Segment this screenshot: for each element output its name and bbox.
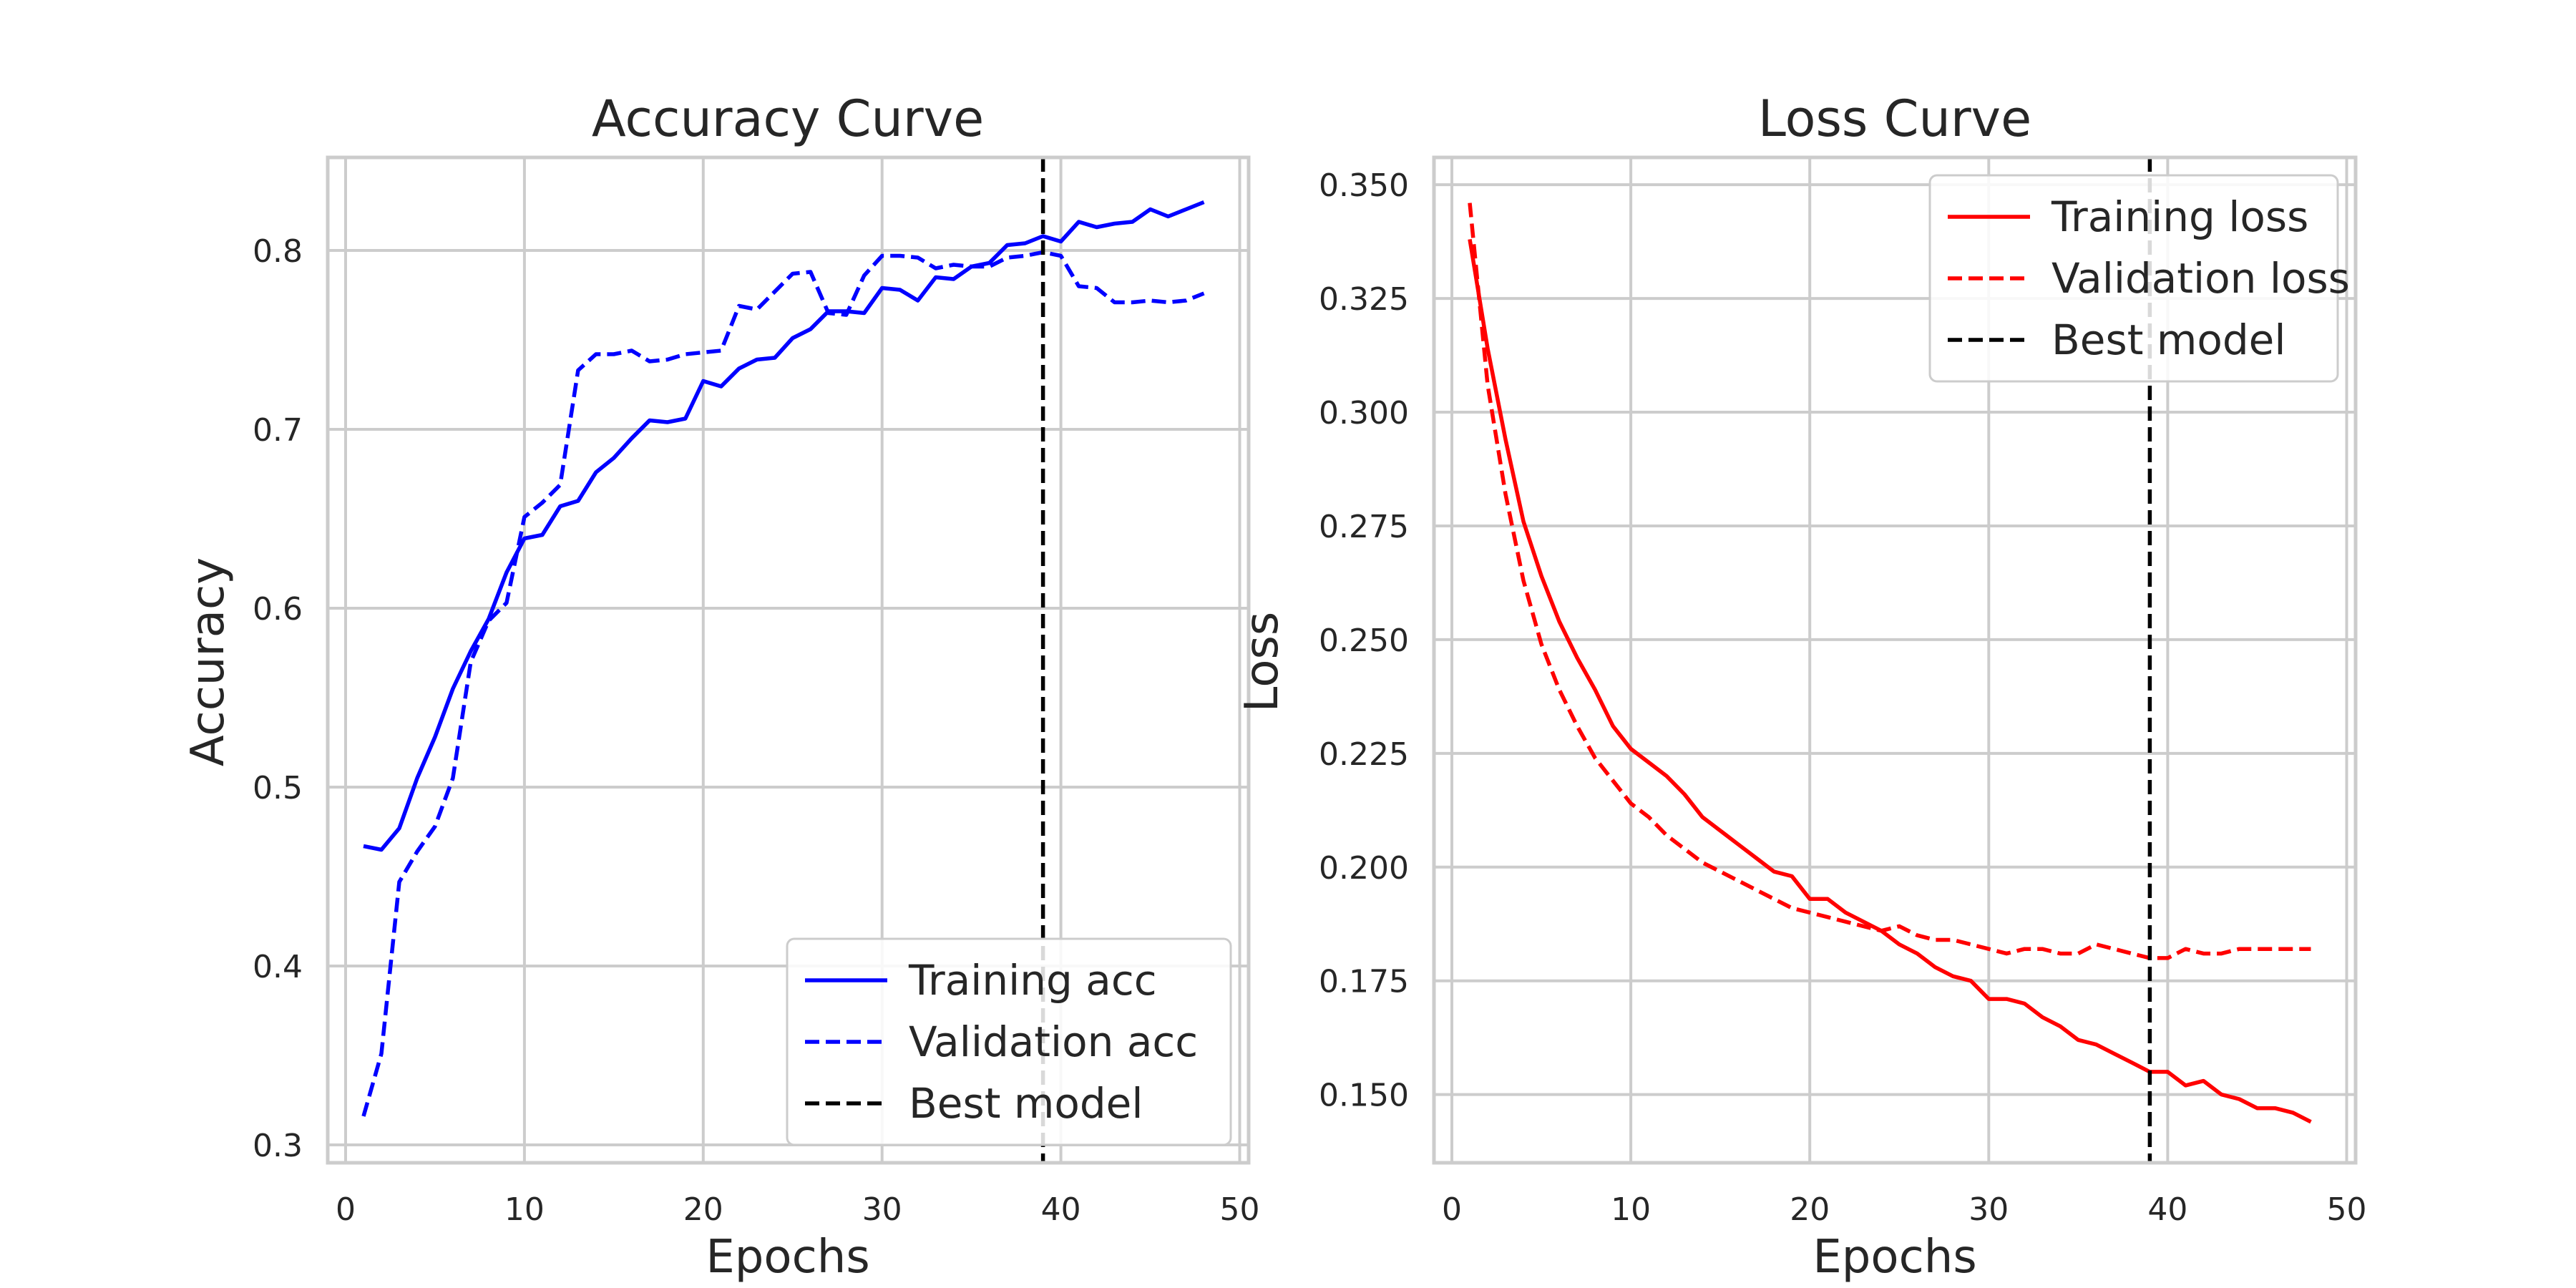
legend-label: Validation loss [2051,254,2350,303]
loss-plot-frame [1432,155,2358,1165]
loss-legend: Training loss Validation loss Best model [1928,174,2350,383]
loss-ticks: 0 10 20 30 40 50 0.150 0.175 0.200 0.225 0.250 0.27… [1319,167,2366,1228]
series-line-training-loss [1468,238,2312,1124]
loss-x-axis-label: Epochs [1813,1231,1976,1284]
series-line-validation-loss [1468,203,2311,960]
y-tick-label: 0.175 [1319,964,1409,1000]
x-tick-label: 50 [2326,1191,2366,1228]
x-tick-label: 20 [683,1191,723,1228]
y-tick-label: 0.3 [253,1128,303,1164]
y-tick-label: 0.200 [1319,850,1409,887]
x-tick-label: 10 [1611,1191,1651,1228]
x-tick-label: 40 [1041,1191,1081,1228]
x-tick-label: 30 [1968,1191,2009,1228]
x-tick-label: 40 [2147,1191,2187,1228]
y-tick-label: 0.7 [253,412,303,449]
accuracy-chart-title: Accuracy Curve [592,89,984,148]
accuracy-ticks: 0 10 20 30 40 50 0.3 0.4 0.5 0.6 0.7 0.8 [253,233,1259,1228]
y-tick-label: 0.6 [253,591,303,628]
y-tick-label: 0.275 [1319,509,1409,545]
series-line-training-acc [363,200,1205,852]
loss-panel: Loss Curve 0 10 20 30 40 50 0.150 0.175 0.200 0.2… [1236,89,2366,1284]
x-tick-label: 0 [336,1191,356,1228]
y-tick-label: 0.325 [1319,281,1409,318]
accuracy-grid [328,157,1249,1163]
y-tick-label: 0.150 [1319,1078,1409,1114]
x-tick-label: 30 [862,1191,902,1228]
legend-label: Best model [909,1079,1143,1128]
x-tick-label: 0 [1442,1191,1462,1228]
y-tick-label: 0.300 [1319,395,1409,431]
legend-label: Validation acc [909,1018,1198,1066]
y-tick-label: 0.4 [253,949,303,985]
x-tick-label: 50 [1220,1191,1260,1228]
y-tick-label: 0.5 [253,770,303,806]
accuracy-x-axis-label: Epochs [706,1231,869,1284]
x-tick-label: 20 [1790,1191,1830,1228]
y-tick-label: 0.225 [1319,736,1409,773]
legend-label: Training loss [2051,192,2308,241]
accuracy-y-axis-label: Accuracy [182,557,235,766]
loss-chart-title: Loss Curve [1758,89,2031,148]
accuracy-plot-frame [326,155,1251,1165]
y-tick-label: 0.8 [253,233,303,270]
accuracy-panel: Accuracy Curve 0 10 20 30 40 50 0.3 0.4 0.5 0.6 0.… [182,89,1260,1284]
y-tick-label: 0.350 [1319,167,1409,204]
accuracy-legend: Training acc Validation acc Best model [786,937,1232,1146]
legend-box [1928,174,2339,383]
legend-box [786,937,1232,1146]
loss-y-axis-label: Loss [1236,612,1289,712]
x-tick-label: 10 [504,1191,545,1228]
y-tick-label: 0.250 [1319,623,1409,659]
legend-label: Training acc [908,956,1157,1005]
legend-label: Best model [2051,316,2285,364]
